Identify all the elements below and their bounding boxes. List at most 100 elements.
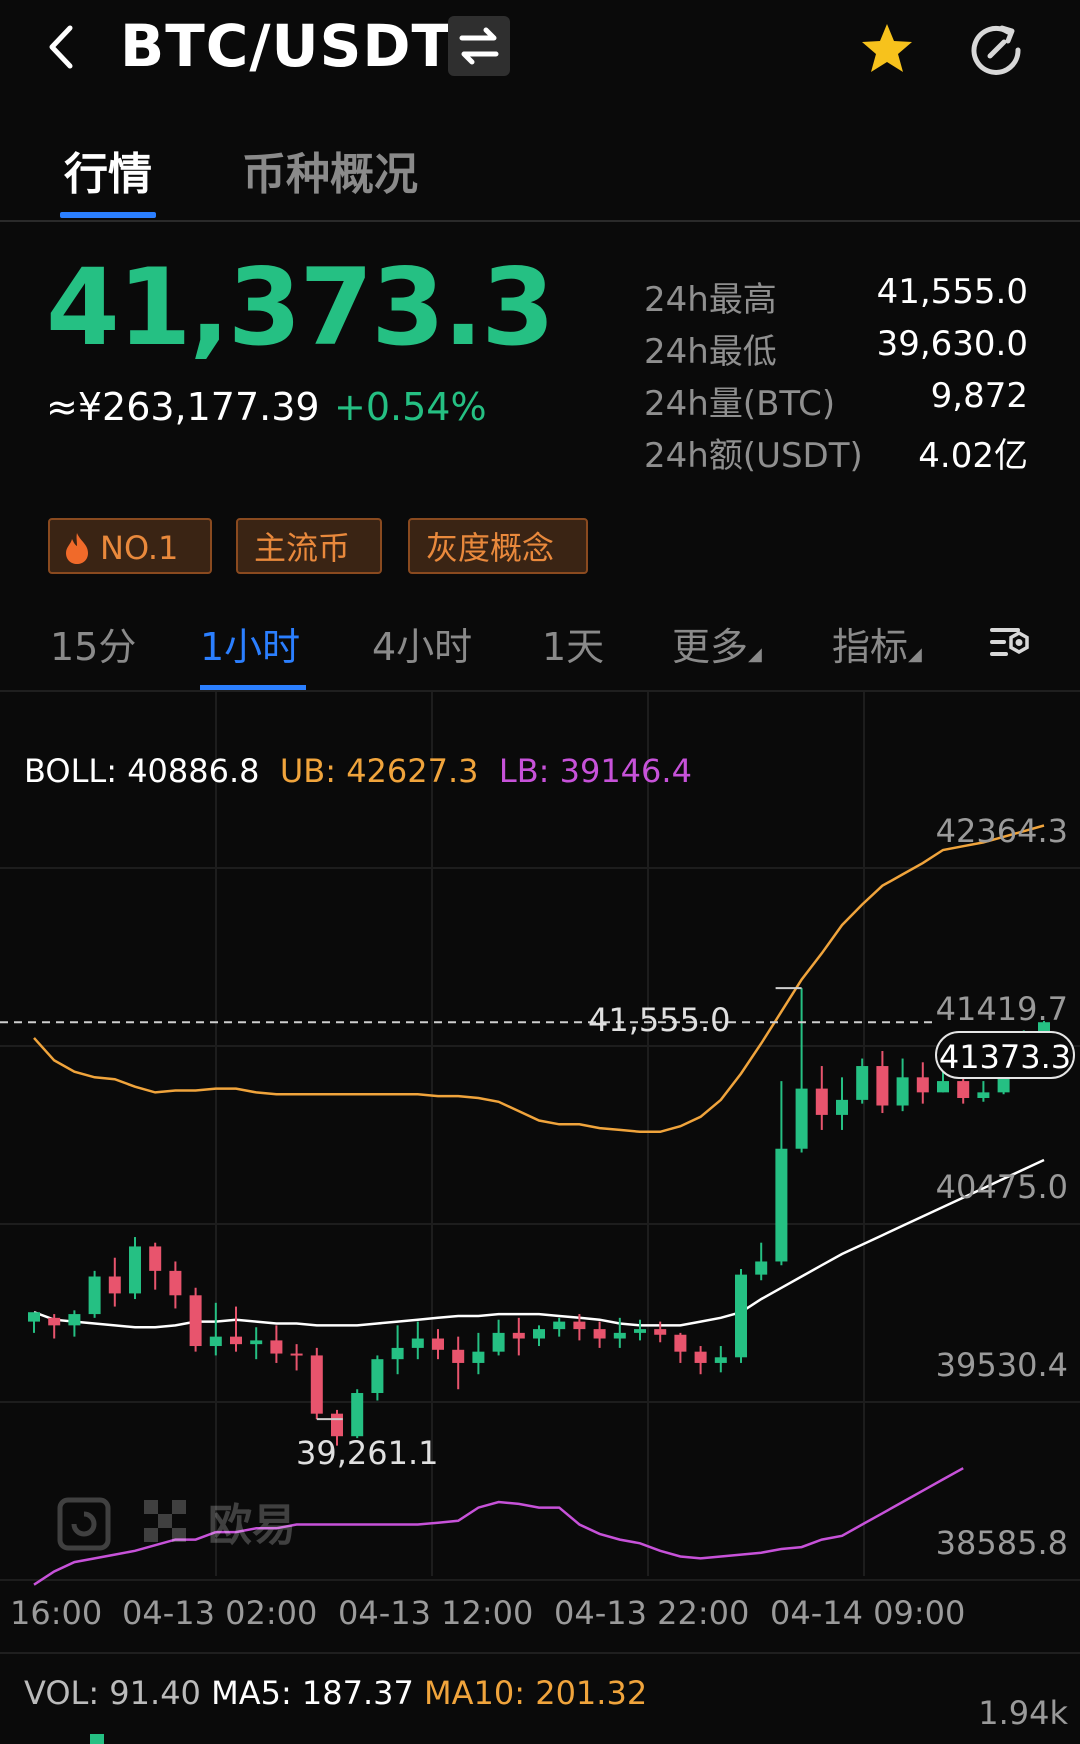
tab-market[interactable]: 行情	[64, 149, 152, 200]
stat-label-high: 24h最高	[644, 280, 777, 320]
divider	[0, 1652, 1080, 1654]
candle-body	[694, 1351, 707, 1363]
candle-body	[310, 1355, 323, 1414]
okx-watermark-logo: 欧易	[57, 1497, 296, 1551]
chart-settings-icon[interactable]	[988, 620, 1032, 664]
candle-body	[411, 1338, 424, 1348]
candle-body	[735, 1274, 747, 1358]
volume-max-label: 1.94k	[978, 1694, 1068, 1732]
candle-body	[593, 1329, 606, 1339]
candle-body	[351, 1393, 364, 1437]
candle-body	[108, 1276, 121, 1294]
candle-body	[896, 1077, 909, 1106]
candle-body	[250, 1340, 263, 1345]
candle-body	[876, 1066, 889, 1106]
current-price-badge[interactable]: 41373.3	[935, 1031, 1075, 1079]
boll-ub-value: UB: 42627.3	[279, 752, 479, 790]
candle-body	[492, 1332, 505, 1352]
candle-body	[937, 1081, 949, 1093]
star-icon[interactable]	[858, 20, 916, 78]
divider	[0, 690, 1080, 692]
volume-legend: VOL: 91.40 MA5: 187.37 MA10: 201.32	[24, 1674, 647, 1712]
candle-body	[331, 1413, 343, 1437]
x-tick: 04-13 12:00	[338, 1594, 534, 1632]
candle-body	[169, 1270, 182, 1296]
indicator-menu-label: 指标	[832, 625, 909, 669]
swap-button[interactable]	[448, 16, 510, 76]
tag-grayscale[interactable]: 灰度概念	[408, 518, 588, 574]
boll-lb-value: LB: 39146.4	[498, 752, 692, 790]
stat-value-low: 39,630.0	[876, 324, 1028, 364]
candle-body	[775, 1148, 788, 1262]
tab-overview[interactable]: 币种概况	[242, 149, 418, 200]
x-tick: 04-13 22:00	[554, 1594, 750, 1632]
boll-value: BOLL: 40886.8	[24, 752, 260, 790]
indicator-menu[interactable]: 指标◢	[832, 616, 922, 671]
tab-active-indicator	[60, 212, 156, 218]
candle-body	[856, 1066, 869, 1100]
candle-body	[836, 1099, 848, 1115]
candle-body	[290, 1353, 303, 1356]
candle-body	[149, 1246, 162, 1271]
candlestick-chart[interactable]	[0, 692, 1080, 1652]
candle-body	[977, 1092, 990, 1098]
tag-mainstream[interactable]: 主流币	[236, 518, 382, 574]
interval-more[interactable]: 更多◢	[672, 616, 762, 671]
candle-body	[48, 1317, 61, 1326]
boll-upper-band	[33, 824, 1045, 1134]
flame-icon	[66, 533, 88, 564]
stat-value-vol: 9,872	[930, 376, 1028, 416]
volume-bar	[90, 1734, 104, 1744]
y-tick: 41419.7	[935, 990, 1068, 1028]
interval-more-label: 更多	[672, 625, 749, 669]
dropdown-icon: ◢	[748, 644, 762, 665]
vol-ma10: MA10: 201.32	[424, 1674, 648, 1712]
candle-body	[916, 1077, 929, 1093]
candle-body	[68, 1314, 81, 1326]
stat-value-high: 41,555.0	[876, 272, 1028, 312]
boll-lower-band	[33, 1467, 964, 1586]
divider	[0, 220, 1080, 222]
candle-body	[755, 1261, 768, 1275]
candle-body	[613, 1332, 626, 1339]
price-change: +0.54%	[334, 385, 487, 429]
interval-15m[interactable]: 15分	[50, 625, 137, 669]
candle-body	[1038, 1022, 1050, 1033]
x-tick: 04-13 02:00	[122, 1594, 318, 1632]
candle-body	[209, 1336, 222, 1347]
candle-body	[815, 1088, 828, 1115]
candle-body	[270, 1340, 283, 1354]
candle-body	[452, 1349, 465, 1363]
interval-4h[interactable]: 4小时	[372, 625, 473, 669]
y-tick: 42364.3	[935, 812, 1068, 850]
stat-label-low: 24h最低	[644, 332, 777, 372]
stat-value-amount: 4.02亿	[918, 436, 1028, 476]
high-marker-label: 41,555.0	[588, 1001, 731, 1039]
dropdown-icon: ◢	[908, 644, 922, 665]
stat-label-vol: 24h量(BTC)	[644, 384, 836, 424]
swap-icon	[459, 27, 499, 65]
low-marker-label: 39,261.1	[296, 1434, 439, 1472]
candle-body	[28, 1312, 40, 1322]
y-tick: 39530.4	[935, 1346, 1068, 1384]
back-icon[interactable]	[42, 22, 82, 72]
x-tick: 04-14 09:00	[770, 1594, 966, 1632]
interval-1d[interactable]: 1天	[542, 625, 605, 669]
vol-value: VOL: 91.40	[24, 1674, 201, 1712]
candle-body	[795, 1088, 808, 1149]
interval-active-indicator	[200, 685, 306, 691]
cny-price: ≈¥263,177.39	[46, 385, 320, 429]
y-tick: 40475.0	[935, 1168, 1068, 1206]
candle-body	[88, 1276, 101, 1315]
candle-body	[189, 1295, 202, 1347]
boll-legend: BOLL: 40886.8 UB: 42627.3 LB: 39146.4	[24, 752, 692, 790]
y-tick: 38585.8	[935, 1524, 1068, 1562]
vol-ma5: MA5: 187.37	[211, 1674, 414, 1712]
watermark-text: 欧易	[208, 1500, 296, 1551]
tag-rank[interactable]: NO.1	[48, 518, 212, 574]
refresh-icon[interactable]	[968, 20, 1024, 78]
candle-body	[472, 1351, 485, 1363]
interval-1h[interactable]: 1小时	[200, 625, 301, 669]
x-tick: 16:00	[10, 1594, 103, 1632]
candle-body	[957, 1081, 970, 1098]
